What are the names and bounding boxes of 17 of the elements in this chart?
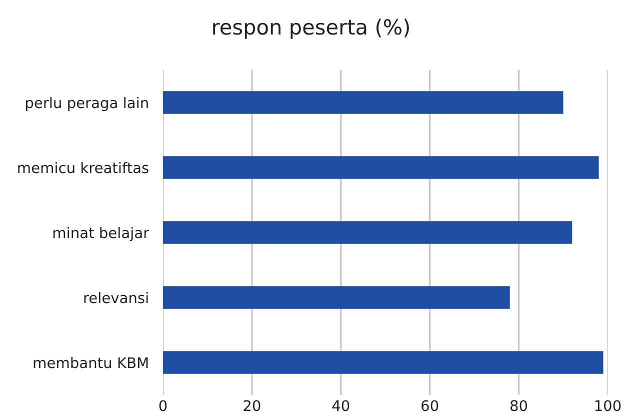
x-tick-label: 20 — [244, 400, 260, 412]
bar — [163, 286, 510, 309]
bar — [163, 221, 572, 244]
y-tick-label: perlu peraga lain — [26, 96, 148, 112]
chart-title: respon peserta (%) — [213, 18, 409, 39]
x-tick-label: 0 — [159, 400, 167, 412]
x-tick-label: 40 — [332, 400, 350, 412]
bar — [163, 156, 599, 179]
x-tick-label: 80 — [510, 400, 528, 412]
y-tick-label: memicu kreatiftas — [18, 162, 148, 174]
bar — [163, 351, 604, 374]
y-tick-label: membantu KBM — [34, 356, 148, 368]
y-tick-label: minat belajar — [53, 226, 150, 242]
x-tick-label: 60 — [422, 400, 438, 412]
x-tick-label: 100 — [595, 400, 621, 412]
bar — [163, 91, 564, 114]
y-tick-label: relevansi — [84, 292, 148, 304]
